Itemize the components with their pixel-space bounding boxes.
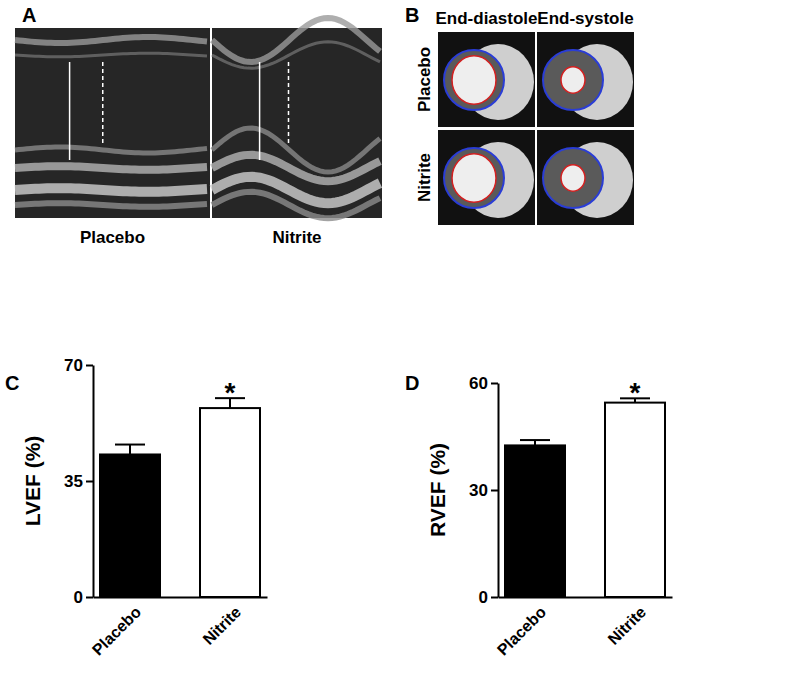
row-label: Placebo — [415, 47, 434, 112]
y-tick-mark — [491, 490, 498, 492]
measure-line — [259, 62, 261, 160]
panel-label: D — [405, 372, 419, 394]
column-label: End-systole — [537, 9, 633, 28]
x-axis-line — [94, 597, 268, 599]
epicardial-contour — [444, 50, 504, 110]
bar-chart: 0 30 60 Placebo Nitrite RVEF (%) * — [426, 374, 673, 659]
mmode-image — [212, 18, 382, 218]
y-tick-mark — [491, 597, 498, 599]
image-texture — [15, 37, 207, 43]
x-tick: Placebo — [89, 597, 145, 659]
image-background — [438, 130, 535, 225]
y-tick-label: 60 — [469, 374, 488, 393]
image-texture — [212, 192, 380, 218]
y-axis: 0 30 60 — [469, 374, 498, 607]
mmode-images — [15, 18, 382, 218]
y-axis-title: LVEF (%) — [21, 436, 44, 527]
image-caption: Nitrite — [272, 228, 321, 247]
x-tick-label: Placebo — [494, 603, 550, 659]
mmode-image — [15, 28, 210, 218]
figure: A B C D Placebo Nitrite End-diastoleEnd-systol… — [0, 0, 800, 686]
y-axis: 0 35 70 — [64, 356, 93, 607]
image-texture — [212, 128, 380, 172]
endocardial-contour — [561, 67, 585, 93]
image-background — [438, 32, 535, 127]
error-bar-stem — [129, 445, 131, 455]
image-texture — [212, 177, 380, 203]
measure-line — [102, 62, 104, 145]
mri-image — [438, 32, 535, 127]
significance-marker: * — [225, 377, 236, 408]
image-texture — [15, 147, 207, 153]
bar — [505, 445, 565, 597]
bar — [605, 403, 665, 597]
image-caption: Placebo — [80, 228, 145, 247]
bar — [100, 454, 160, 597]
y-tick: 0 — [479, 588, 498, 607]
endocardial-contour — [561, 165, 585, 191]
x-axis: Placebo Nitrite — [89, 597, 268, 659]
image-background — [537, 130, 634, 225]
y-tick-mark — [491, 383, 498, 385]
x-tick-label: Placebo — [89, 603, 145, 659]
panel-label: C — [5, 372, 19, 394]
y-tick-label: 70 — [64, 356, 83, 375]
image-texture — [15, 188, 207, 192]
mri-image — [537, 130, 634, 225]
y-axis-title: RVEF (%) — [426, 443, 449, 537]
x-axis: Placebo Nitrite — [494, 597, 673, 659]
error-bar — [115, 445, 145, 455]
image-texture — [212, 18, 380, 62]
error-bar-cap — [520, 439, 550, 441]
y-tick-mark — [86, 597, 93, 599]
image-background — [15, 28, 210, 218]
significance-marker: * — [630, 377, 641, 408]
plot-area — [100, 398, 260, 597]
y-tick: 60 — [469, 374, 498, 393]
y-tick-label: 0 — [74, 588, 83, 607]
x-tick-label: Nitrite — [199, 603, 244, 648]
column-label: End-diastole — [435, 9, 537, 28]
epicardial-contour — [444, 148, 504, 208]
measure-line — [288, 62, 290, 145]
mri-images — [438, 32, 634, 225]
x-tick: Nitrite — [604, 597, 649, 648]
image-texture — [212, 42, 380, 68]
image-texture — [15, 53, 207, 57]
x-tick: Placebo — [494, 597, 550, 659]
x-tick-label: Nitrite — [604, 603, 649, 648]
bar — [200, 408, 260, 597]
y-tick-mark — [86, 365, 93, 367]
endocardial-contour — [452, 154, 496, 202]
mri-image — [438, 130, 535, 225]
endocardial-contour — [452, 56, 496, 104]
x-axis-line — [499, 597, 673, 599]
y-tick: 70 — [64, 356, 93, 375]
panel-label: B — [405, 4, 419, 26]
row-label: Nitrite — [415, 153, 434, 202]
y-tick: 35 — [64, 472, 93, 491]
epicardial-contour — [543, 148, 603, 208]
error-bar-cap — [115, 444, 145, 446]
y-tick-label: 30 — [469, 481, 488, 500]
image-texture — [15, 166, 207, 170]
plot-area — [505, 398, 665, 597]
y-tick: 30 — [469, 481, 498, 500]
y-tick: 0 — [74, 588, 93, 607]
image-background — [537, 32, 634, 127]
measure-line — [69, 62, 71, 160]
y-tick-label: 35 — [64, 472, 83, 491]
panel-label: A — [22, 4, 36, 26]
mri-image — [537, 32, 634, 127]
image-texture — [15, 203, 207, 207]
y-tick-mark — [86, 481, 93, 483]
x-tick: Nitrite — [199, 597, 244, 648]
bar-chart: 0 35 70 Placebo Nitrite LVEF (%) * — [21, 356, 268, 659]
y-tick-label: 0 — [479, 588, 488, 607]
epicardial-contour — [543, 50, 603, 110]
error-bar — [520, 440, 550, 445]
